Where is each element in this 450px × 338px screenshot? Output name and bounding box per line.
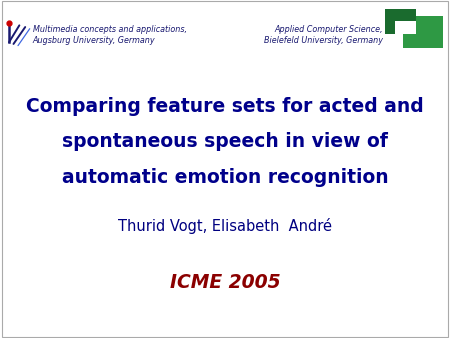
Text: ICME 2005: ICME 2005 — [170, 273, 280, 292]
Bar — [403, 16, 443, 48]
Text: Comparing feature sets for acted and: Comparing feature sets for acted and — [26, 97, 424, 116]
Text: Applied Computer Science,: Applied Computer Science, — [274, 25, 382, 34]
Text: Augsburg University, Germany: Augsburg University, Germany — [33, 36, 156, 45]
Bar — [385, 9, 416, 34]
Text: Thurid Vogt, Elisabeth  André: Thurid Vogt, Elisabeth André — [118, 218, 332, 235]
Text: spontaneous speech in view of: spontaneous speech in view of — [62, 132, 388, 151]
Bar — [395, 21, 416, 34]
Text: Bielefeld University, Germany: Bielefeld University, Germany — [264, 36, 382, 45]
Text: automatic emotion recognition: automatic emotion recognition — [62, 168, 388, 187]
Text: Multimedia concepts and applications,: Multimedia concepts and applications, — [33, 25, 187, 34]
